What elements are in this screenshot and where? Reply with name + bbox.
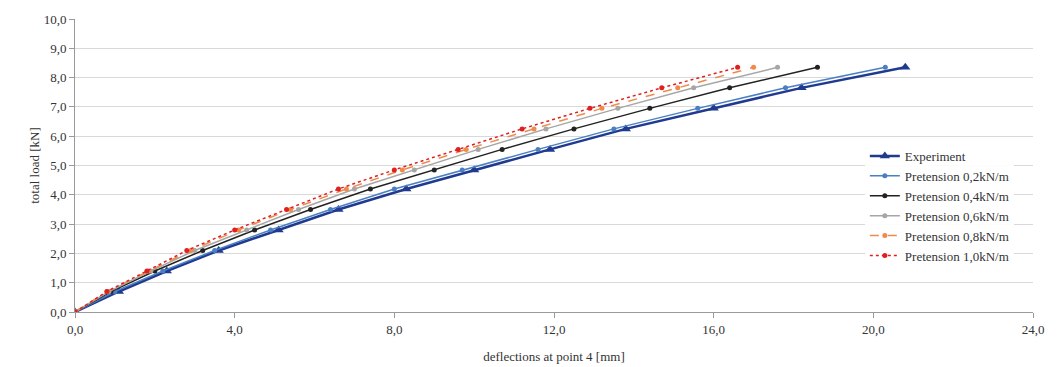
svg-text:9,0: 9,0 (50, 41, 66, 56)
svg-text:Pretension 1,0kN/m: Pretension 1,0kN/m (905, 249, 1009, 264)
svg-text:8,0: 8,0 (50, 70, 66, 85)
svg-text:7,0: 7,0 (50, 99, 66, 114)
svg-text:4,0: 4,0 (227, 322, 243, 337)
svg-text:8,0: 8,0 (386, 322, 402, 337)
svg-text:24,0: 24,0 (1022, 322, 1045, 337)
svg-text:Experiment: Experiment (905, 149, 966, 164)
svg-text:2,0: 2,0 (50, 246, 66, 261)
svg-text:Pretension 0,2kN/m: Pretension 0,2kN/m (905, 169, 1009, 184)
svg-text:deflections at point 4 [mm]: deflections at point 4 [mm] (483, 349, 625, 364)
svg-text:20,0: 20,0 (862, 322, 885, 337)
svg-text:0,0: 0,0 (50, 305, 66, 320)
svg-text:total load [kN]: total load [kN] (27, 127, 42, 204)
svg-text:5,0: 5,0 (50, 158, 66, 173)
svg-text:10,0: 10,0 (44, 12, 67, 27)
svg-text:Pretension 0,8kN/m: Pretension 0,8kN/m (905, 229, 1009, 244)
svg-text:6,0: 6,0 (50, 129, 66, 144)
svg-text:4,0: 4,0 (50, 187, 66, 202)
svg-text:1,0: 1,0 (50, 275, 66, 290)
svg-text:Pretension 0,4kN/m: Pretension 0,4kN/m (905, 189, 1009, 204)
svg-text:3,0: 3,0 (50, 217, 66, 232)
svg-text:12,0: 12,0 (543, 322, 566, 337)
svg-text:0,0: 0,0 (67, 322, 83, 337)
svg-text:Pretension 0,6kN/m: Pretension 0,6kN/m (905, 209, 1009, 224)
svg-text:16,0: 16,0 (702, 322, 725, 337)
